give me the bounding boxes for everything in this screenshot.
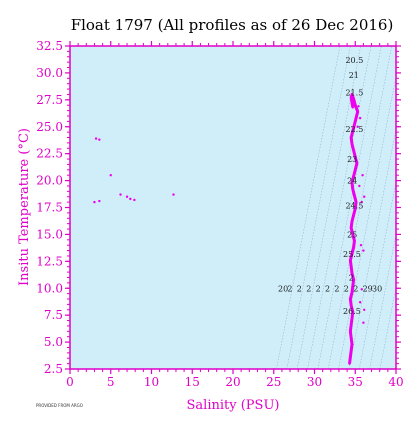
y-tick-label: 25.0 (36, 120, 63, 134)
data-point (360, 288, 363, 291)
y-tick-label: 15.0 (36, 227, 63, 241)
contour-label: 20 (278, 284, 288, 293)
data-point (129, 197, 132, 201)
x-tick-label: 40 (388, 375, 403, 389)
contour-line (379, 286, 396, 369)
y-tick-label: 2.5 (44, 362, 63, 376)
contour-label: 2 (325, 284, 330, 293)
data-point (93, 200, 96, 204)
annotation-label: 25.5 (343, 250, 361, 259)
contour-line (307, 46, 372, 369)
annotation-label: 24 (347, 177, 357, 186)
y-tick-label: 20.0 (36, 174, 63, 188)
y-tick-label: 22.5 (36, 147, 63, 161)
contour-line (338, 75, 396, 369)
contour-line (317, 46, 382, 369)
contour-label: 2 (306, 284, 311, 293)
data-point (356, 125, 359, 128)
y-tick-label: 10.0 (36, 281, 63, 295)
data-point (358, 184, 361, 188)
x-tick-label: 5 (107, 375, 115, 389)
credit-text: PROVIDED FROM ARGO (36, 403, 83, 408)
annotation-label: 22.5 (345, 125, 363, 134)
contour-label: 29 (363, 284, 373, 293)
annotation-label: 21 (349, 71, 359, 80)
contour-label: 2 (344, 284, 349, 293)
data-point (109, 174, 112, 177)
x-axis: 0 5 10 15 20 25 30 35 40 (66, 41, 404, 389)
data-point (363, 308, 366, 311)
y-tick-label: 27.5 (36, 93, 63, 107)
y-tick-label: 12.5 (36, 254, 63, 268)
x-tick-label: 25 (266, 375, 281, 389)
data-point (133, 198, 136, 202)
y-tick-label: 17.5 (36, 201, 63, 215)
chart-title: Float 1797 (All profiles as of 26 Dec 20… (71, 16, 394, 34)
x-tick-label: 20 (225, 375, 240, 389)
data-point (361, 174, 364, 177)
data-point (360, 200, 363, 204)
annotation-label: 23 (347, 155, 357, 164)
data-point (98, 138, 101, 141)
data-point (358, 116, 362, 120)
data-points (93, 92, 366, 365)
y-tick-label: 5.0 (44, 335, 63, 349)
profile-core (348, 92, 360, 364)
annotation-label: 24.5 (345, 201, 363, 210)
data-point (98, 199, 101, 203)
contour-label: 2 (287, 284, 292, 293)
x-tick-label: 15 (185, 375, 200, 389)
x-tick-label: 35 (348, 375, 363, 389)
data-point (362, 249, 365, 252)
plot-area (70, 46, 396, 369)
contour-label: 30 (372, 284, 382, 293)
x-tick-label: 10 (144, 375, 159, 389)
contour-line (358, 180, 396, 369)
contour-label: 2 (297, 284, 302, 293)
contour-line (348, 128, 396, 369)
x-axis-label: Salinity (PSU) (187, 398, 280, 413)
data-point (362, 321, 365, 324)
contour-line (276, 46, 341, 369)
contour-line (327, 46, 393, 369)
y-tick-label: 7.5 (44, 308, 63, 322)
contour-line (369, 233, 396, 369)
annotation-label: 2 (349, 273, 354, 282)
x-tick-label: 0 (66, 375, 74, 389)
data-point (172, 193, 175, 196)
y-tick-label: 32.5 (36, 39, 63, 53)
contour-line (286, 46, 351, 369)
data-point (94, 137, 98, 140)
annotation-label: 20.5 (345, 56, 363, 65)
contour-annotations: 20 2 2 2 2 2 2 2 2 29 3020.52121.522.5232424.52525… (278, 56, 382, 316)
y-axis-label: Insitu Temperature (°C) (17, 128, 32, 286)
x-tick-label: 30 (307, 375, 322, 389)
annotation-label: 26.5 (343, 307, 361, 316)
annotation-label: 21.5 (345, 88, 363, 97)
data-point (119, 193, 122, 196)
data-point (363, 195, 366, 198)
y-tick-label: 30.0 (36, 66, 63, 80)
data-point (357, 105, 360, 108)
contour-label: 2 (316, 284, 321, 293)
data-point (359, 243, 363, 247)
data-point (358, 301, 362, 304)
density-contours (276, 46, 396, 369)
contour-label: 2 (334, 284, 339, 293)
annotation-label: 25 (347, 230, 357, 239)
data-point (125, 195, 129, 198)
contour-label: 2 (353, 284, 358, 293)
y-axis: 2.5 5.0 7.5 10.0 12.5 15.0 17.5 20.0 22.5 25.0 27.… (36, 39, 401, 376)
